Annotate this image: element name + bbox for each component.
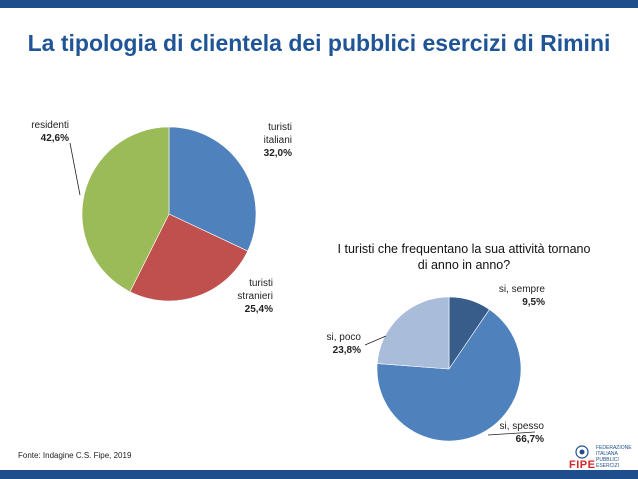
pie-slice [376, 309, 522, 442]
slice-label: si, sempre [499, 284, 546, 295]
slice-value-label: 66,7% [516, 434, 544, 445]
slice-value-label: 42,6% [41, 133, 69, 144]
page-title: La tipologia di clientela dei pubblici e… [27, 30, 611, 56]
pie-slice [376, 296, 450, 370]
slice-value-label: 32,0% [264, 148, 292, 159]
slice-label: stranieri [237, 291, 273, 302]
slice-label: si, spesso [500, 421, 545, 432]
pie-slice [81, 126, 170, 293]
leader-line [364, 335, 387, 346]
logo-text: FEDERAZIONE ITALIANA PUBBLICI ESERCIZI [596, 445, 632, 469]
slice-label: si, poco [327, 332, 362, 343]
chart-title: I turisti che frequentano la sua attivit… [338, 242, 591, 256]
source-note: Fonte: Indagine C.S. Fipe, 2019 [18, 451, 132, 460]
pie-slice [168, 126, 257, 252]
slice-value-label: 25,4% [245, 304, 273, 315]
slice-label: turisti [268, 122, 292, 133]
slice-label: residenti [31, 120, 69, 131]
slice-label: turisti [249, 278, 273, 289]
slice-value-label: 23,8% [333, 345, 361, 356]
pie-slice [129, 213, 249, 302]
bottom-bar [0, 470, 638, 479]
slice-value-label: 9,5% [522, 297, 545, 308]
slice-label: italiani [264, 135, 292, 146]
top-bar [0, 0, 638, 8]
leader-line [487, 431, 536, 436]
chart-title: di anno in anno? [418, 258, 510, 272]
logo-word: FIPE [569, 459, 596, 471]
fipe-logo-icon [575, 445, 589, 459]
leader-line [69, 142, 81, 196]
